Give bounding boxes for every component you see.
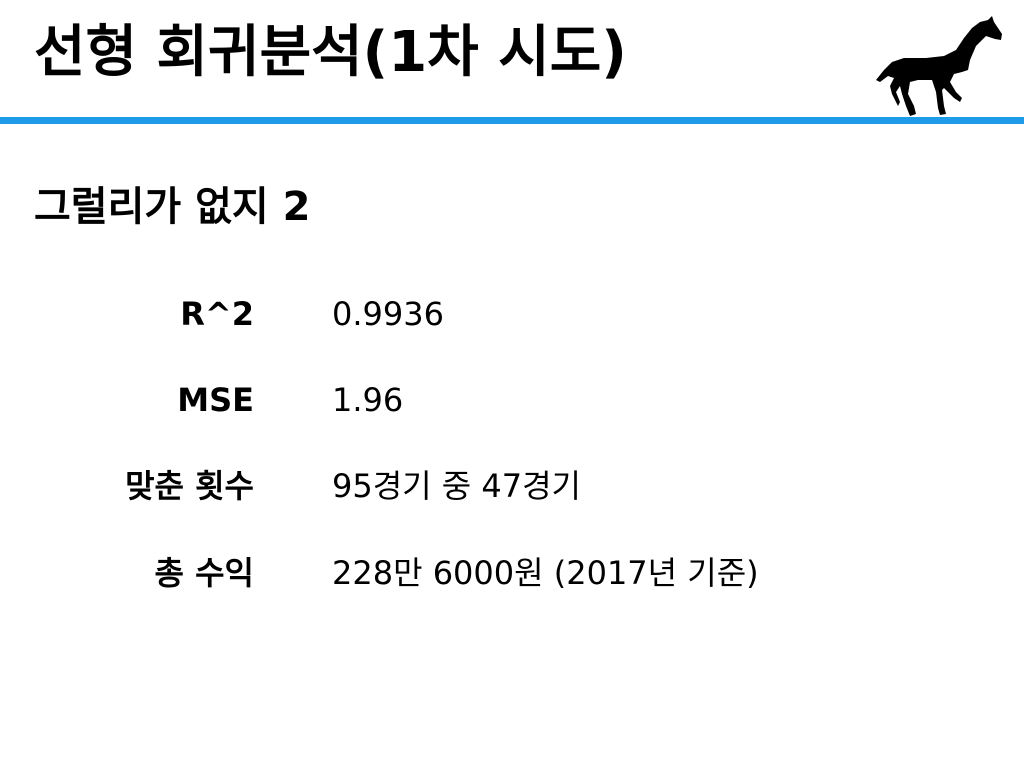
metric-value: 95경기 중 47경기 xyxy=(332,467,581,505)
slide-title: 선형 회귀분석(1차 시도) xyxy=(34,20,627,85)
metric-label: 총 수익 xyxy=(154,554,254,592)
horse-silhouette-icon xyxy=(876,16,1002,116)
metric-row-mse: MSE 1.96 xyxy=(0,375,1024,425)
metric-row-hit-count: 맞춘 횟수 95경기 중 47경기 xyxy=(0,461,1024,511)
metric-row-total-profit: 총 수익 228만 6000원 (2017년 기준) xyxy=(0,548,1024,598)
metric-label: MSE xyxy=(177,381,254,419)
metric-label: R^2 xyxy=(180,295,254,333)
metric-label: 맞춘 횟수 xyxy=(125,467,254,505)
title-underline xyxy=(0,117,1024,124)
slide-subtitle: 그럴리가 없지 2 xyxy=(34,184,311,230)
metric-value: 228만 6000원 (2017년 기준) xyxy=(332,554,759,592)
metric-value: 0.9936 xyxy=(332,295,444,333)
metric-row-r-squared: R^2 0.9936 xyxy=(0,289,1024,339)
metric-value: 1.96 xyxy=(332,381,404,419)
